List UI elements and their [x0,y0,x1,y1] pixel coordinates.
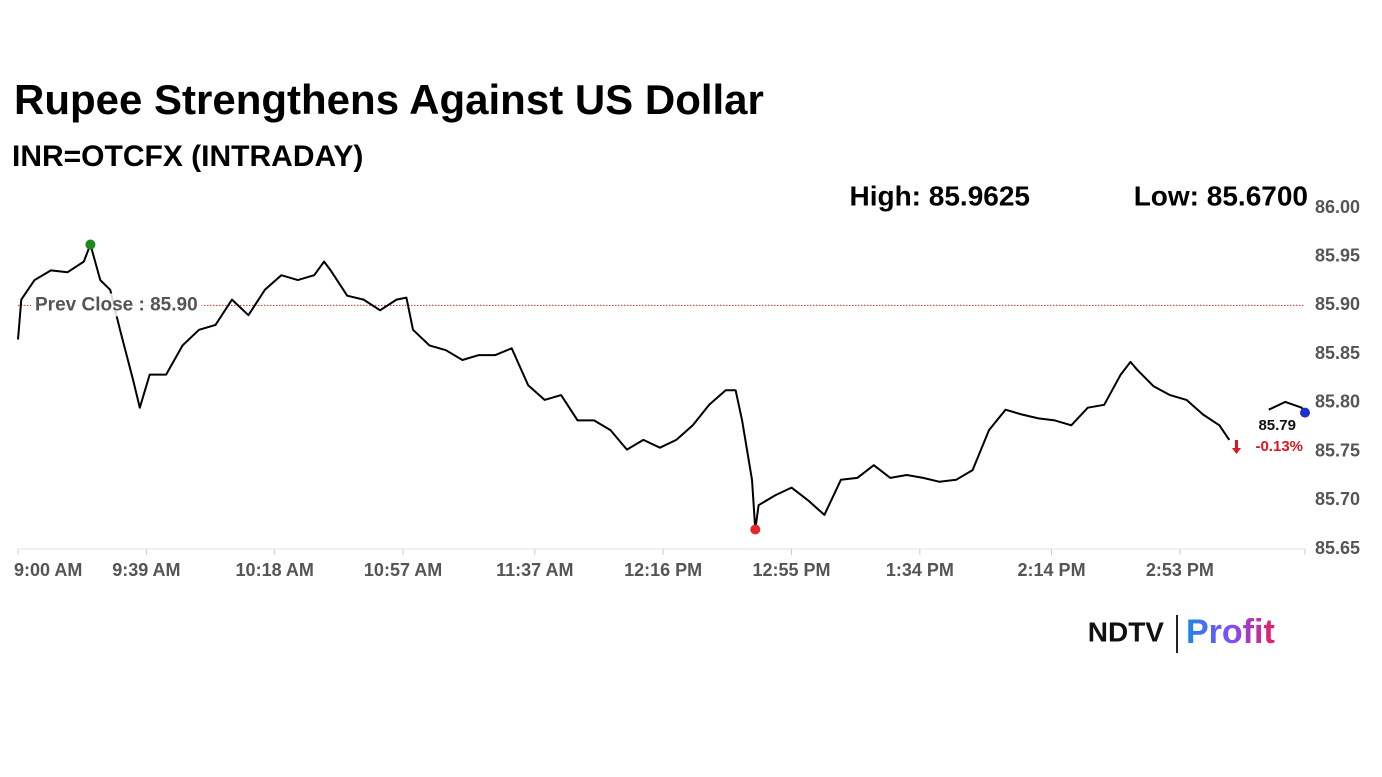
high-marker [85,239,96,250]
last-marker [1300,407,1310,418]
x-tick-label: 2:14 PM [1018,560,1086,580]
x-tick-label: 1:34 PM [886,560,954,580]
y-tick-label: 85.65 [1315,538,1360,558]
x-tick-label: 12:16 PM [624,560,702,580]
y-tick-label: 85.80 [1315,392,1360,412]
y-tick-label: 86.00 [1315,197,1360,217]
x-tick-label: 10:18 AM [236,560,314,580]
price-line [17,243,1306,531]
x-tick-label: 2:53 PM [1146,560,1214,580]
x-tick-label: 10:57 AM [364,560,442,580]
y-tick-label: 85.85 [1315,343,1360,363]
low-text: Low: 85.6700 [1134,180,1308,211]
down-arrow [1232,440,1241,454]
prev-close-label-bg [31,293,202,317]
chart-title: Rupee Strengthens Against US Dollar [14,76,764,123]
brand-profit: Profit [1186,613,1275,651]
y-tick-label: 85.70 [1315,489,1360,509]
last-price-label: 85.79 [1258,417,1296,434]
chart-subtitle: INR=OTCFX (INTRADAY) [12,140,363,173]
y-tick-label: 85.90 [1315,294,1360,314]
brand-ndtv: NDTV [1088,616,1165,647]
y-tick-label: 85.75 [1315,440,1360,460]
change-label: -0.13% [1255,438,1303,455]
prev-close-label: Prev Close : 85.90 [35,294,198,315]
x-tick-label: 12:55 PM [752,560,830,580]
x-tick-label: 9:00 AM [14,560,82,580]
low-marker [750,524,761,535]
y-tick-label: 85.95 [1315,245,1360,265]
x-tick-label: 11:37 AM [496,560,573,580]
x-tick-label: 9:39 AM [112,560,180,580]
high-text: High: 85.9625 [849,180,1030,211]
